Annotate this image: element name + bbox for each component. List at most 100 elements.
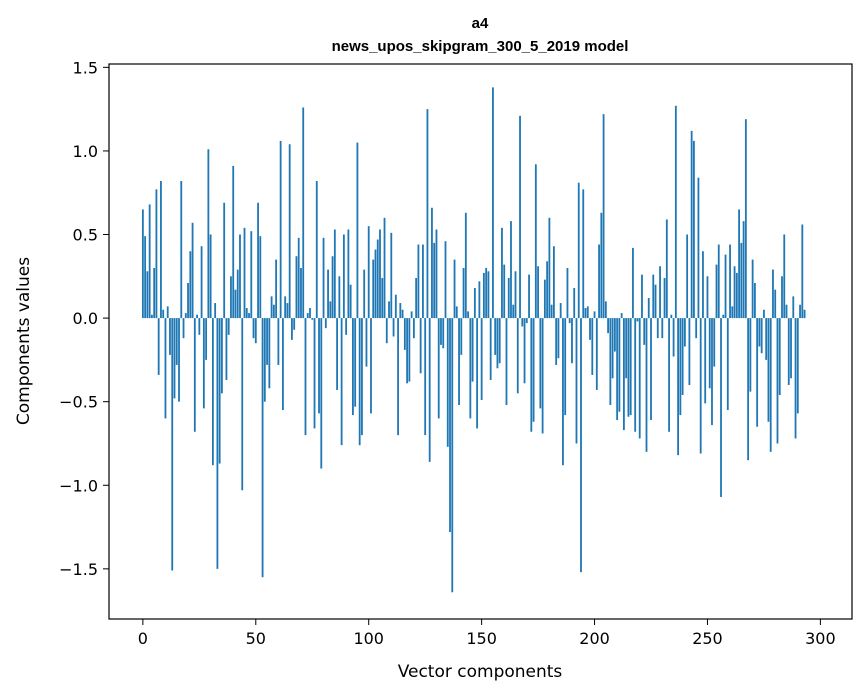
bar-166 [516, 318, 519, 394]
bar-57 [270, 296, 273, 319]
bar-223 [645, 318, 648, 452]
bar-162 [507, 277, 510, 319]
bar-44 [241, 318, 244, 491]
bar-153 [487, 271, 490, 319]
bar-37 [225, 318, 228, 380]
bar-100 [367, 226, 370, 319]
bar-29 [207, 149, 210, 319]
bar-23 [193, 318, 196, 432]
bar-290 [796, 318, 799, 414]
bar-46 [245, 308, 248, 319]
bar-21 [189, 251, 192, 319]
bar-0 [141, 209, 144, 319]
bar-189 [568, 318, 571, 324]
y-tick-label-3: 0.0 [73, 309, 98, 328]
bar-115 [401, 309, 404, 319]
bar-110 [390, 232, 393, 319]
bar-209 [613, 318, 616, 352]
bar-45 [243, 227, 246, 319]
bar-232 [665, 219, 668, 319]
bar-190 [571, 318, 573, 364]
bar-179 [546, 261, 549, 319]
bar-63 [284, 296, 287, 319]
bar-30 [209, 234, 212, 319]
y-axis-label: Components values [14, 257, 34, 425]
bar-278 [769, 318, 772, 452]
bar-245 [695, 318, 698, 339]
bar-111 [392, 318, 395, 337]
bar-164 [512, 304, 515, 319]
bar-213 [623, 318, 625, 431]
bar-126 [426, 109, 429, 319]
bar-55 [266, 318, 268, 365]
bar-129 [433, 242, 436, 319]
bar-85 [333, 229, 336, 319]
bar-2 [146, 271, 149, 319]
bar-145 [469, 318, 472, 419]
bar-95 [356, 142, 359, 319]
bar-201 [595, 318, 598, 390]
bar-174 [534, 164, 537, 319]
bar-172 [530, 318, 533, 432]
bar-133 [442, 318, 445, 349]
bar-26 [200, 246, 203, 319]
bar-283 [781, 276, 783, 319]
bar-122 [417, 244, 420, 319]
bar-74 [309, 308, 311, 319]
bar-228 [656, 318, 659, 339]
bar-203 [600, 212, 603, 319]
bar-142 [462, 267, 465, 319]
bar-156 [494, 318, 497, 355]
bar-141 [460, 318, 463, 355]
bar-175 [537, 266, 539, 319]
bar-239 [681, 318, 684, 395]
bar-269 [749, 318, 752, 392]
bar-97 [361, 318, 363, 436]
bar-119 [410, 311, 413, 319]
bar-244 [693, 140, 695, 319]
bar-219 [636, 318, 639, 322]
bar-225 [650, 318, 652, 421]
bar-78 [318, 318, 320, 414]
bar-51 [257, 202, 259, 319]
bar-215 [627, 318, 630, 417]
bar-275 [763, 309, 765, 319]
bar-241 [686, 234, 689, 319]
bar-87 [338, 276, 341, 319]
bar-67 [293, 318, 296, 330]
bar-202 [598, 244, 600, 319]
bar-254 [715, 264, 718, 319]
chart-title: a4 [472, 15, 489, 32]
bar-235 [672, 318, 675, 357]
bar-131 [437, 318, 440, 419]
bar-277 [767, 318, 770, 422]
bar-135 [446, 318, 449, 447]
bar-259 [726, 318, 729, 411]
bar-293 [803, 309, 806, 319]
bar-222 [643, 318, 646, 345]
bar-171 [528, 274, 530, 319]
bar-167 [519, 115, 521, 319]
bar-6 [155, 189, 158, 319]
bar-61 [279, 140, 282, 319]
bar-242 [688, 318, 691, 385]
bar-183 [555, 318, 558, 365]
bar-94 [354, 318, 357, 407]
bar-146 [471, 318, 474, 382]
bar-280 [774, 289, 777, 319]
bar-98 [363, 269, 366, 319]
bar-25 [198, 318, 201, 335]
bar-289 [794, 318, 797, 439]
bar-285 [785, 304, 788, 319]
y-tick-label-5: 1.0 [73, 142, 98, 161]
bar-170 [525, 318, 528, 324]
bar-155 [492, 87, 494, 319]
bar-151 [482, 272, 485, 319]
y-tick-label-4: 0.5 [73, 226, 98, 245]
bar-212 [620, 313, 623, 319]
bar-series [141, 87, 806, 593]
bar-5 [153, 267, 156, 319]
bar-10 [164, 318, 167, 419]
bar-233 [668, 318, 670, 432]
bar-268 [747, 318, 750, 461]
